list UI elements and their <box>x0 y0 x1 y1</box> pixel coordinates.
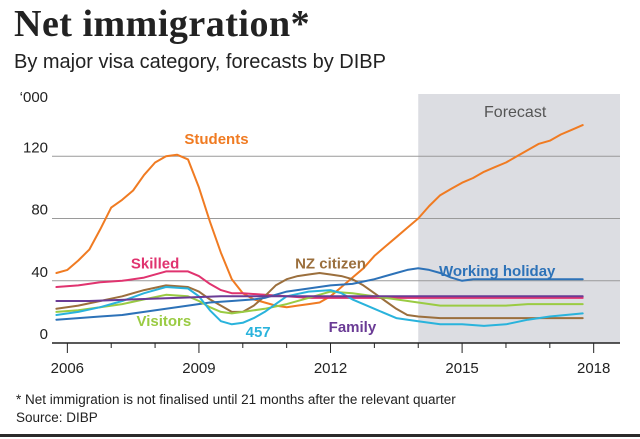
y-tick-label-0: 0 <box>40 326 48 343</box>
series-label-nz-citizen: NZ citizen <box>295 255 366 272</box>
y-axis-unit-label: ‘000 <box>20 89 48 106</box>
series-label-skilled: Skilled <box>131 255 179 272</box>
x-tick-label-2018: 2018 <box>577 360 610 377</box>
y-tick-label-80: 80 <box>31 202 48 219</box>
y-axis-ticks: 0 40 80 120 <box>23 139 48 343</box>
x-axis: 2006 2009 2012 2015 2018 <box>51 343 610 377</box>
source-note: Source: DIBP <box>16 410 98 425</box>
footnote: * Net immigration is not finalised until… <box>16 392 456 407</box>
y-tick-label-120: 120 <box>23 139 48 156</box>
chart-subtitle: By major visa category, forecasts by DIB… <box>14 51 386 73</box>
bottom-rule <box>0 434 640 437</box>
series-label-working-holiday: Working holiday <box>439 263 556 280</box>
series-label-family: Family <box>329 319 377 336</box>
series-label-students: Students <box>184 131 248 148</box>
series-line-nz-citizen <box>55 272 584 320</box>
x-tick-label-2012: 2012 <box>314 360 347 377</box>
series-label-457: 457 <box>246 324 271 341</box>
series-labels: Students Skilled NZ citizen Working holiday… <box>131 131 556 341</box>
gridlines <box>52 155 620 344</box>
series-line-457 <box>55 286 584 327</box>
y-tick-label-40: 40 <box>31 264 48 281</box>
x-tick-label-2006: 2006 <box>51 360 84 377</box>
series-label-visitors: Visitors <box>136 313 191 330</box>
series-line-students <box>55 124 584 309</box>
x-tick-label-2015: 2015 <box>445 360 478 377</box>
forecast-label: Forecast <box>484 104 547 121</box>
series-line-family <box>55 295 584 302</box>
chart-title: Net immigration* <box>14 3 311 45</box>
x-tick-label-2009: 2009 <box>182 360 215 377</box>
series-line-working-holiday <box>55 267 584 321</box>
series-lines <box>55 124 584 327</box>
